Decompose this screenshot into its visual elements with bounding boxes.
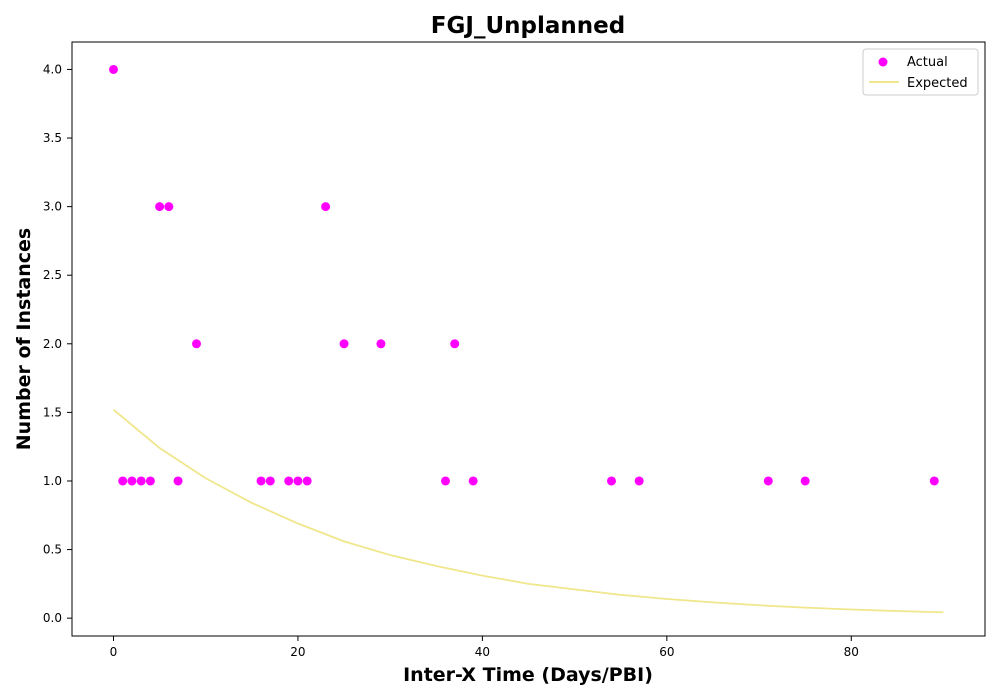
y-tick-label: 3.5 — [43, 131, 62, 145]
actual-point — [929, 476, 939, 486]
x-tick-label: 20 — [290, 645, 305, 659]
actual-point — [321, 202, 331, 212]
legend: Actual Expected — [862, 48, 979, 96]
y-axis-title: Number of Instances — [13, 228, 35, 450]
expected-line — [112, 408, 944, 614]
chart-title: FGJ_Unplanned — [431, 13, 625, 39]
actual-point — [145, 476, 155, 486]
actual-series — [109, 64, 939, 486]
legend-expected-label: Expected — [907, 76, 968, 91]
y-tick-label: 0.5 — [43, 543, 62, 557]
x-tick-label: 80 — [844, 645, 859, 659]
actual-point — [302, 476, 312, 486]
actual-point — [376, 339, 386, 349]
x-tick-label: 0 — [110, 645, 118, 659]
actual-point — [118, 476, 128, 486]
actual-point — [763, 476, 773, 486]
y-tick-label: 2.0 — [43, 337, 62, 351]
y-tick-label: 1.0 — [43, 474, 62, 488]
actual-point — [155, 202, 165, 212]
actual-point — [109, 64, 118, 74]
actual-point — [339, 339, 349, 349]
x-tick-label: 60 — [659, 645, 674, 659]
actual-point — [800, 476, 810, 486]
y-tick-label: 4.0 — [43, 62, 62, 76]
actual-point — [164, 202, 174, 212]
actual-point — [634, 476, 644, 486]
actual-point — [441, 476, 450, 486]
axes: 0 20 40 60 80 0.0 0.5 1.0 1.5 2.0 2.5 3.0 3.5 4.0 — [43, 41, 986, 659]
y-tick-label: 3.0 — [43, 200, 62, 214]
actual-point — [284, 476, 294, 486]
actual-point — [468, 476, 478, 486]
actual-point — [265, 476, 275, 486]
legend-box — [862, 48, 979, 96]
actual-point — [607, 476, 616, 486]
x-axis-title: Inter-X Time (Days/PBI) — [403, 664, 653, 686]
actual-point — [136, 476, 146, 486]
legend-actual-marker — [878, 57, 888, 67]
legend-actual-label: Actual — [907, 55, 948, 70]
x-tick-label: 40 — [475, 645, 490, 659]
actual-point — [293, 476, 303, 486]
actual-point — [256, 476, 266, 486]
plot-frame — [71, 41, 986, 637]
actual-point — [173, 476, 183, 486]
expected-series — [112, 408, 944, 614]
actual-point — [450, 339, 460, 349]
y-tick-label: 1.5 — [43, 405, 62, 419]
actual-point — [127, 476, 137, 486]
y-tick-label: 0.0 — [43, 611, 62, 625]
actual-point — [192, 339, 201, 349]
y-tick-label: 2.5 — [43, 268, 62, 282]
